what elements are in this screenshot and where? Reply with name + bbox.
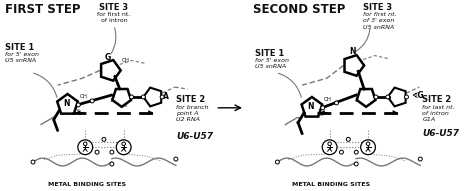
Text: N: N	[63, 99, 70, 108]
Circle shape	[102, 137, 106, 141]
Circle shape	[346, 137, 350, 141]
Circle shape	[160, 95, 164, 99]
Polygon shape	[112, 89, 131, 107]
Text: SITE 2: SITE 2	[176, 95, 205, 104]
Text: OH: OH	[122, 58, 129, 63]
Circle shape	[174, 157, 178, 161]
Polygon shape	[301, 97, 322, 117]
Circle shape	[95, 150, 99, 154]
Circle shape	[335, 101, 338, 105]
Text: for last nt.
of intron
G1A: for last nt. of intron G1A	[422, 105, 455, 122]
Circle shape	[328, 142, 331, 146]
Text: N: N	[308, 102, 314, 111]
Circle shape	[404, 95, 409, 99]
Polygon shape	[388, 88, 406, 106]
Circle shape	[31, 160, 35, 164]
Text: G: G	[105, 53, 111, 62]
Text: SITE 2: SITE 2	[422, 95, 452, 104]
Polygon shape	[57, 94, 78, 114]
Text: SITE 3: SITE 3	[99, 3, 128, 12]
Text: METAL BINDING SITES: METAL BINDING SITES	[292, 182, 370, 187]
Circle shape	[76, 103, 80, 107]
Circle shape	[122, 142, 126, 146]
Text: N: N	[349, 47, 356, 56]
Circle shape	[354, 150, 358, 154]
Circle shape	[354, 162, 358, 166]
Circle shape	[361, 140, 375, 155]
Text: ∢G: ∢G	[411, 91, 424, 100]
Text: 3': 3'	[320, 112, 324, 117]
Circle shape	[116, 140, 131, 155]
Text: for 5' exon
U5 snRNA: for 5' exon U5 snRNA	[255, 57, 289, 69]
Circle shape	[83, 142, 87, 146]
Text: for branch
point A
U2 RNA: for branch point A U2 RNA	[176, 105, 209, 122]
Circle shape	[78, 140, 92, 155]
Text: for first nt.
of intron: for first nt. of intron	[97, 12, 130, 23]
Circle shape	[386, 95, 390, 99]
Text: U6-U57: U6-U57	[422, 129, 459, 138]
Circle shape	[110, 150, 114, 154]
Polygon shape	[143, 88, 161, 106]
Text: U6-U57: U6-U57	[176, 132, 213, 142]
Circle shape	[141, 95, 146, 99]
Circle shape	[366, 142, 370, 146]
Circle shape	[321, 106, 325, 110]
Text: FIRST STEP: FIRST STEP	[5, 3, 81, 16]
Text: for first nt.
of 3' exon
U5 snRNA: for first nt. of 3' exon U5 snRNA	[363, 12, 397, 30]
Circle shape	[322, 140, 337, 155]
Text: 3': 3'	[354, 98, 359, 103]
Text: METAL BINDING SITES: METAL BINDING SITES	[48, 182, 126, 187]
Text: SITE 3: SITE 3	[363, 3, 392, 12]
Text: OH: OH	[324, 97, 332, 102]
Text: 3': 3'	[75, 109, 80, 114]
Circle shape	[90, 99, 94, 103]
Circle shape	[419, 157, 422, 161]
Text: SITE 1: SITE 1	[5, 43, 35, 52]
Text: 3': 3'	[110, 98, 114, 103]
Circle shape	[129, 95, 134, 99]
Text: for 5' exon
U5 snRNA: for 5' exon U5 snRNA	[5, 52, 39, 63]
Polygon shape	[357, 89, 375, 107]
Polygon shape	[101, 60, 121, 81]
Polygon shape	[345, 55, 364, 76]
Text: SITE 1: SITE 1	[255, 49, 284, 58]
Circle shape	[374, 95, 378, 99]
Text: A: A	[163, 92, 169, 101]
Text: OH: OH	[79, 94, 87, 99]
Text: 3': 3'	[124, 103, 128, 108]
Text: SECOND STEP: SECOND STEP	[253, 3, 345, 16]
Circle shape	[339, 150, 344, 154]
Circle shape	[110, 162, 114, 166]
Circle shape	[275, 160, 279, 164]
